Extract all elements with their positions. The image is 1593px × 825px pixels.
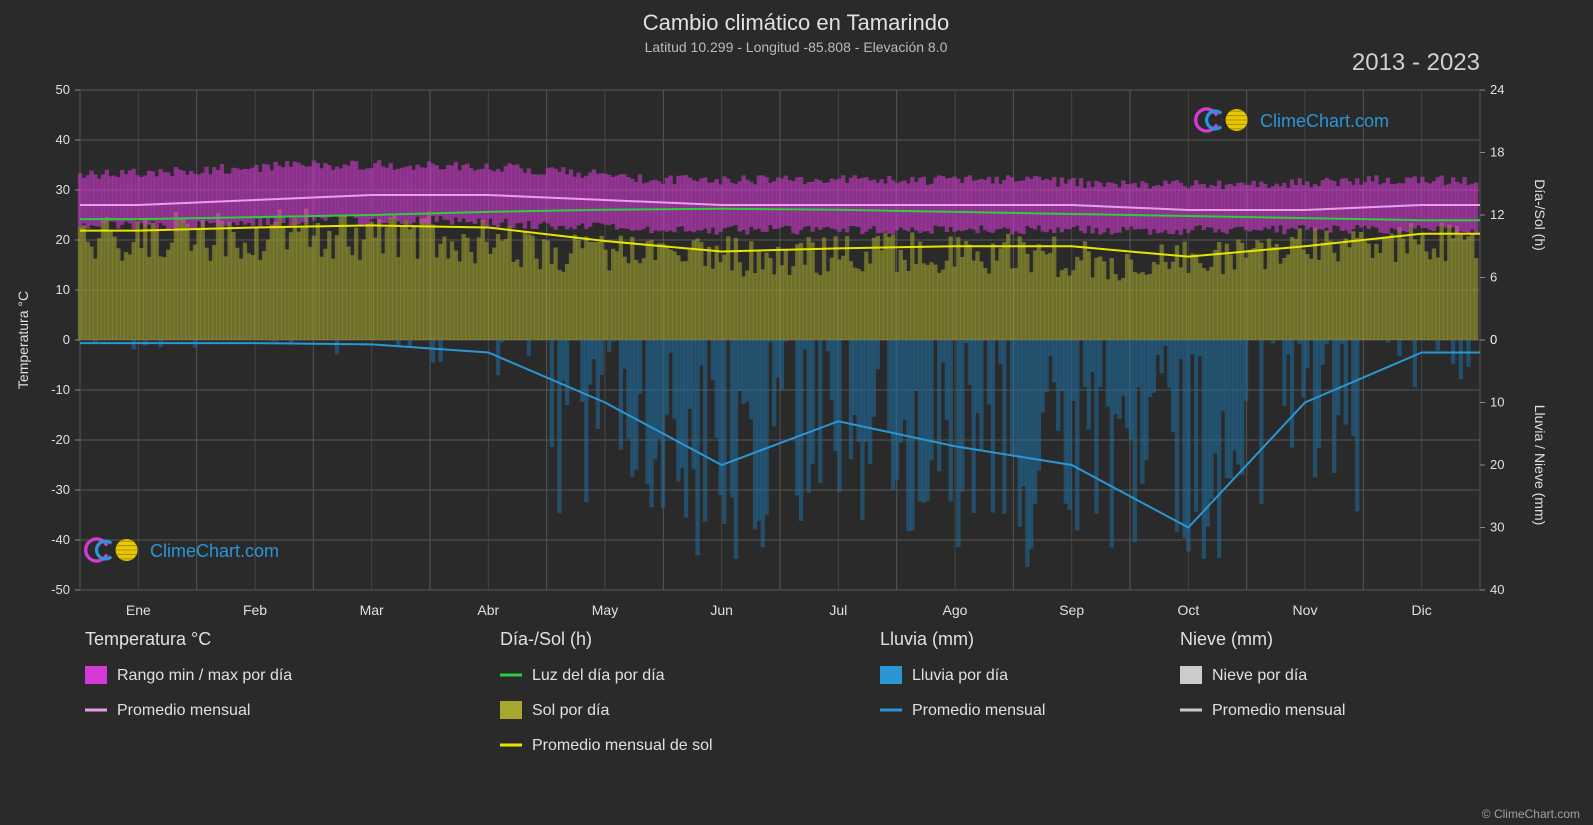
watermark-text: ClimeChart.com xyxy=(150,541,279,561)
y-left-tick: -10 xyxy=(51,382,70,397)
chart-subtitle: Latitud 10.299 - Longitud -85.808 - Elev… xyxy=(645,39,948,55)
y-left-tick: 20 xyxy=(56,232,70,247)
legend-item: Rango min / max por día xyxy=(85,666,292,684)
legend-label: Promedio mensual xyxy=(1212,702,1345,719)
legend-label: Sol por día xyxy=(532,702,609,719)
month-label: Jul xyxy=(829,602,847,618)
climate-chart-root: Cambio climático en Tamarindo Latitud 10.… xyxy=(0,0,1593,825)
legend-label: Lluvia por día xyxy=(912,667,1008,684)
legend-header: Temperatura °C xyxy=(85,629,211,649)
y-left-tick: -30 xyxy=(51,482,70,497)
month-label: Ago xyxy=(943,602,968,618)
watermark-text: ClimeChart.com xyxy=(1260,111,1389,131)
y-right-top-tick: 24 xyxy=(1490,82,1504,97)
month-label: Nov xyxy=(1293,602,1318,618)
year-range: 2013 - 2023 xyxy=(1352,49,1480,76)
legend-label: Promedio mensual xyxy=(912,702,1045,719)
y-right-bottom-tick: 30 xyxy=(1490,520,1504,535)
legend-label: Promedio mensual de sol xyxy=(532,737,713,754)
legend-header: Día-/Sol (h) xyxy=(500,629,592,649)
month-label: Oct xyxy=(1177,602,1199,618)
y-right-top-tick: 18 xyxy=(1490,145,1504,160)
climate-chart-svg: Cambio climático en Tamarindo Latitud 10.… xyxy=(0,0,1593,825)
watermark-bottom: ClimeChart.com xyxy=(86,539,279,561)
legend-header: Nieve (mm) xyxy=(1180,629,1273,649)
watermark-top: ClimeChart.com xyxy=(1196,109,1389,131)
legend-label: Promedio mensual xyxy=(117,702,250,719)
legend-swatch xyxy=(880,666,902,684)
month-label: Dic xyxy=(1412,602,1432,618)
climechart-logo xyxy=(86,539,138,561)
y-right-bottom-label: Lluvia / Nieve (mm) xyxy=(1532,405,1548,526)
y-left-tick: -40 xyxy=(51,532,70,547)
y-right-bottom-tick: 10 xyxy=(1490,395,1504,410)
chart-title: Cambio climático en Tamarindo xyxy=(643,10,950,35)
month-label: Sep xyxy=(1059,602,1084,618)
y-left-tick: -50 xyxy=(51,582,70,597)
legend-item: Promedio mensual xyxy=(880,702,1045,719)
legend-item: Sol por día xyxy=(500,701,609,719)
y-left-label: Temperatura °C xyxy=(15,291,31,389)
y-left-tick: 40 xyxy=(56,132,70,147)
month-label: Jun xyxy=(710,602,733,618)
month-label: Feb xyxy=(243,602,267,618)
legend-label: Rango min / max por día xyxy=(117,667,292,684)
month-label: Ene xyxy=(126,602,151,618)
legend-header: Lluvia (mm) xyxy=(880,629,974,649)
legend-item: Promedio mensual de sol xyxy=(500,737,713,754)
climechart-logo xyxy=(1196,109,1248,131)
y-left-tick: 30 xyxy=(56,182,70,197)
rain-per-day-bars xyxy=(95,340,1468,567)
month-label: Mar xyxy=(360,602,384,618)
y-left-tick: 0 xyxy=(63,332,70,347)
y-right-top-tick: 12 xyxy=(1490,207,1504,222)
legend-item: Lluvia por día xyxy=(880,666,1008,684)
legend-swatch xyxy=(85,666,107,684)
legend-label: Luz del día por día xyxy=(532,667,665,684)
legend-item: Promedio mensual xyxy=(1180,702,1345,719)
y-right-bottom-tick: 20 xyxy=(1490,457,1504,472)
y-right-bottom-tick: 40 xyxy=(1490,582,1504,597)
y-left-tick: 50 xyxy=(56,82,70,97)
y-right-top-tick: 6 xyxy=(1490,270,1497,285)
y-left-tick: -20 xyxy=(51,432,70,447)
month-label: Abr xyxy=(477,602,499,618)
legend-swatch xyxy=(500,701,522,719)
legend-item: Luz del día por día xyxy=(500,667,665,684)
legend-label: Nieve por día xyxy=(1212,667,1307,684)
y-right-top-label: Día-/Sol (h) xyxy=(1532,179,1548,251)
month-label: May xyxy=(592,602,618,618)
y-right-bottom-tick: 0 xyxy=(1490,332,1497,347)
legend-item: Promedio mensual xyxy=(85,702,250,719)
legend-item: Nieve por día xyxy=(1180,666,1307,684)
y-left-tick: 10 xyxy=(56,282,70,297)
credit-text: © ClimeChart.com xyxy=(1482,807,1580,821)
legend-swatch xyxy=(1180,666,1202,684)
